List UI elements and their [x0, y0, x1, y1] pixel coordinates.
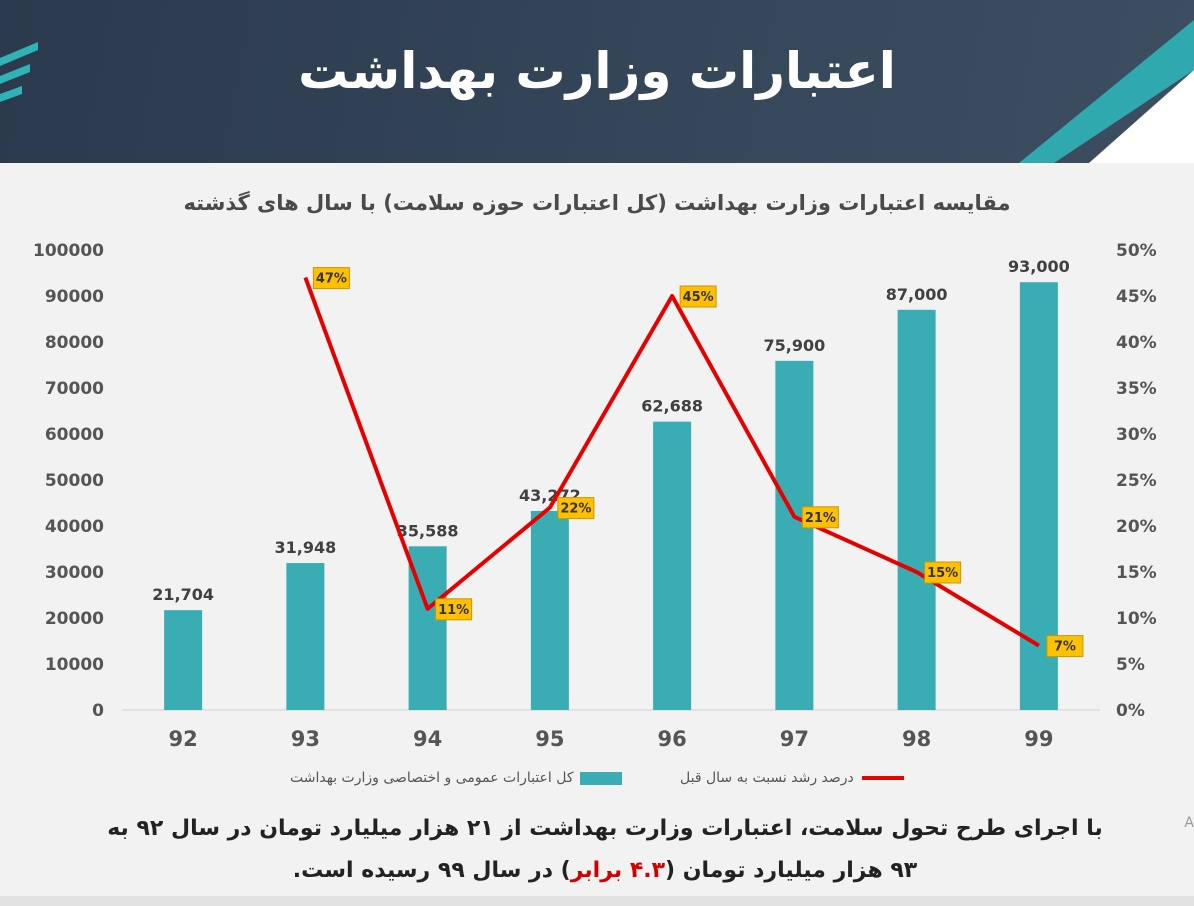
growth-label-box: [1046, 635, 1084, 658]
left-axis-tick-label: 40000: [45, 517, 104, 537]
left-axis-tick-label: 10000: [45, 655, 104, 675]
bar: [653, 421, 692, 710]
growth-label: 11%: [438, 603, 469, 618]
right-axis-tick-label: 25%: [1116, 471, 1157, 491]
bar-value-label: 93,000: [1008, 257, 1070, 276]
bar-value-label: 21,704: [152, 585, 214, 604]
x-axis-tick-label: 95: [535, 727, 564, 751]
bar: [530, 510, 569, 710]
chart-legend: کل اعتبارات عمومی و اختصاصی وزارت بهداشت…: [0, 770, 1194, 794]
right-axis-tick-label: 5%: [1116, 655, 1145, 675]
growth-label-box: [801, 506, 839, 529]
page-title: اعتبارات وزارت بهداشت: [298, 42, 896, 100]
bar-value-label: 75,900: [764, 336, 826, 355]
legend-label-bars: کل اعتبارات عمومی و اختصاصی وزارت بهداشت: [290, 770, 574, 786]
growth-label: 15%: [927, 566, 958, 581]
legend-bar-swatch: [579, 771, 622, 785]
right-axis-tick-label: 30%: [1116, 425, 1157, 445]
bar-value-label: 35,588: [397, 521, 459, 540]
bar: [775, 360, 814, 710]
bar-value-label: 87,000: [886, 285, 948, 304]
growth-label: 21%: [805, 511, 836, 526]
left-axis-tick-label: 90000: [45, 287, 104, 307]
chart-title: مقایسه اعتبارات وزارت بهداشت (کل اعتبارا…: [183, 191, 1011, 215]
right-axis-tick-label: 45%: [1116, 287, 1157, 307]
left-axis-tick-label: 0: [92, 701, 104, 721]
growth-label: 47%: [316, 272, 347, 287]
right-axis-tick-label: 40%: [1116, 333, 1157, 353]
left-axis-tick-label: 70000: [45, 379, 104, 399]
left-axis-tick-label: 20000: [45, 609, 104, 629]
left-axis-tick-label: 50000: [45, 471, 104, 491]
summary-highlight: ۴.۳ برابر: [570, 858, 666, 883]
growth-line: [303, 276, 1040, 648]
bottom-strip: [0, 896, 1194, 906]
stripes-decoration-icon: [0, 42, 38, 102]
bar: [286, 563, 325, 710]
growth-label-box: [924, 561, 962, 584]
corner-decoration-icon: [1019, 20, 1194, 163]
growth-label: 45%: [683, 290, 714, 305]
right-axis-tick-label: 20%: [1116, 517, 1157, 537]
bar: [897, 309, 936, 710]
left-axis-tick-label: 80000: [45, 333, 104, 353]
legend-label-line: درصد رشد نسبت به سال قبل: [680, 770, 854, 786]
combo-chart: 0 10000 20000 30000 40000 50000 60000 70000 8000…: [33, 241, 1157, 751]
summary-text: با اجرای طرح تحول سلامت، اعتبارات وزارت …: [100, 808, 1110, 892]
growth-label-box: [312, 267, 350, 290]
growth-label: 7%: [1054, 640, 1076, 655]
bar: [164, 610, 203, 710]
left-axis-tick-label: 100000: [33, 241, 104, 261]
right-axis-tick-label: 15%: [1116, 563, 1157, 583]
edge-mark: A: [1184, 815, 1194, 831]
growth-label-box: [435, 598, 473, 621]
growth-label-box: [557, 497, 595, 520]
growth-label-box: [679, 285, 717, 308]
growth-label: 22%: [560, 502, 591, 517]
x-axis-tick-label: 98: [902, 727, 931, 751]
x-axis-tick-label: 96: [658, 727, 687, 751]
right-axis-tick-label: 10%: [1116, 609, 1157, 629]
legend-item-line: درصد رشد نسبت به سال قبل: [680, 770, 904, 786]
x-axis-tick-label: 94: [413, 727, 442, 751]
header-banner: اعتبارات وزارت بهداشت: [0, 0, 1194, 163]
right-axis-tick-label: 0%: [1116, 701, 1145, 721]
legend-line-swatch: [861, 776, 904, 780]
legend-item-bars: کل اعتبارات عمومی و اختصاصی وزارت بهداشت: [290, 770, 622, 786]
x-axis-tick-label: 93: [291, 727, 320, 751]
right-axis-tick-label: 50%: [1116, 241, 1157, 261]
x-axis-tick-label: 99: [1024, 727, 1053, 751]
left-axis-tick-label: 30000: [45, 563, 104, 583]
summary-text-end: ) در سال ۹۹ رسیده است.: [292, 858, 571, 883]
left-axis-tick-label: 60000: [45, 425, 104, 445]
summary-text-start: با اجرای طرح تحول سلامت، اعتبارات وزارت …: [107, 816, 1103, 883]
x-axis-tick-label: 97: [780, 727, 809, 751]
bar-value-label: 31,948: [275, 538, 337, 557]
bar-value-label: 62,688: [641, 397, 703, 416]
right-axis-tick-label: 35%: [1116, 379, 1157, 399]
x-axis-tick-label: 92: [169, 727, 198, 751]
